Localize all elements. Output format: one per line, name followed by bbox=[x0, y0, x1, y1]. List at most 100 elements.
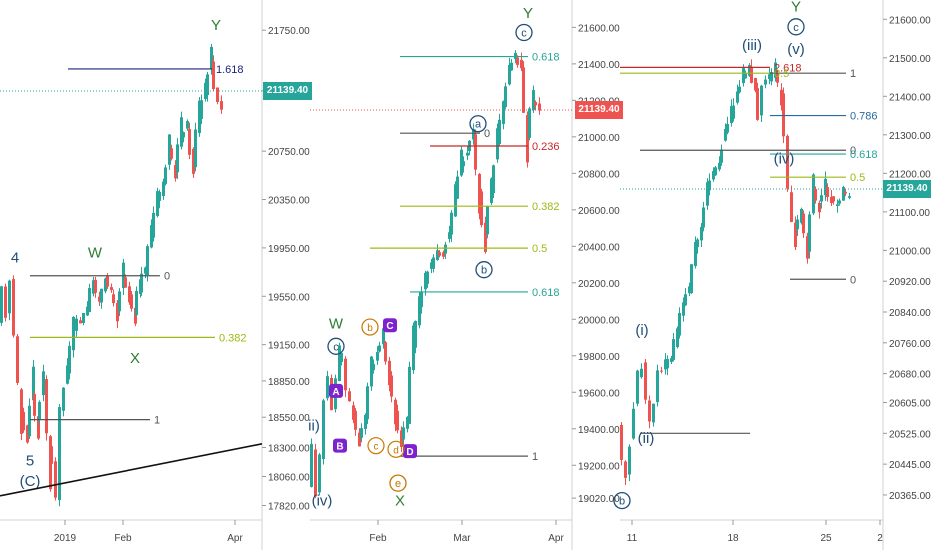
candle-body bbox=[522, 67, 525, 113]
abc-label-box bbox=[329, 383, 343, 398]
candle-body bbox=[786, 135, 789, 189]
candle-body bbox=[66, 365, 69, 384]
candle-body bbox=[412, 325, 415, 371]
candle-body bbox=[344, 358, 347, 391]
price-tag: 21139.40 bbox=[883, 180, 931, 198]
fib-level-label: 0.618 bbox=[532, 287, 560, 299]
candle-body bbox=[706, 182, 709, 206]
candle-body bbox=[116, 303, 119, 322]
wave-label: Y bbox=[791, 0, 801, 16]
candle-body bbox=[100, 288, 103, 303]
wave-label-circle bbox=[389, 474, 407, 492]
candle-body bbox=[134, 307, 137, 324]
wave-label: ii) bbox=[308, 418, 320, 435]
candle-body bbox=[72, 316, 75, 351]
candle-body bbox=[94, 279, 97, 293]
candle-body bbox=[12, 279, 15, 336]
candle-body bbox=[712, 171, 715, 180]
candle-body bbox=[806, 236, 809, 259]
candle-body bbox=[338, 345, 341, 381]
candle-body bbox=[818, 202, 821, 213]
fib-level-label: 0 bbox=[164, 271, 170, 283]
abc-label: d bbox=[393, 445, 399, 456]
candle-body bbox=[79, 320, 82, 324]
candle-body bbox=[732, 105, 735, 119]
candle-body bbox=[360, 428, 363, 438]
abc-label-box bbox=[333, 438, 347, 453]
candle-body bbox=[118, 291, 121, 312]
candle-body bbox=[624, 461, 627, 478]
abc-label: c bbox=[374, 442, 379, 453]
candle-body bbox=[402, 427, 405, 440]
candle-body bbox=[516, 57, 519, 65]
fib-level-label: 0.236 bbox=[532, 141, 560, 153]
candle-body bbox=[45, 379, 48, 434]
candle-body bbox=[158, 191, 161, 201]
candle-body bbox=[146, 246, 149, 276]
candle-body bbox=[444, 244, 447, 254]
candle-body bbox=[426, 271, 429, 284]
candle-body bbox=[628, 446, 631, 475]
wave-label: c bbox=[333, 341, 339, 353]
candle-body bbox=[682, 302, 685, 316]
abc-label: B bbox=[336, 442, 343, 453]
y-tick-label: 21750.00 bbox=[268, 26, 310, 37]
abc-label: C bbox=[386, 321, 393, 332]
candle-body bbox=[768, 74, 771, 79]
y-tick-label: 21100.00 bbox=[889, 208, 930, 219]
candle-body bbox=[460, 149, 463, 176]
candle-body bbox=[782, 93, 785, 137]
wave-label-circle bbox=[327, 337, 345, 355]
candle-body bbox=[462, 161, 465, 167]
candle-body bbox=[742, 68, 745, 84]
candle-body bbox=[676, 328, 679, 348]
candle-body bbox=[838, 200, 841, 204]
candle-body bbox=[26, 425, 29, 443]
wave-label: (v) bbox=[787, 41, 805, 58]
wave-label: W bbox=[88, 245, 103, 262]
candle-body bbox=[82, 312, 85, 323]
wave-label: Y bbox=[523, 5, 533, 22]
candle-body bbox=[210, 46, 213, 69]
candle-body bbox=[372, 363, 375, 371]
y-tick-label: 20000.00 bbox=[578, 315, 620, 326]
candle-body bbox=[636, 370, 639, 404]
y-tick-label: 20200.00 bbox=[578, 279, 620, 290]
candle-body bbox=[192, 148, 195, 174]
candle-body bbox=[204, 82, 207, 99]
candle-body bbox=[358, 432, 361, 447]
candle-body bbox=[534, 102, 537, 106]
candle-body bbox=[326, 376, 329, 399]
candle-body bbox=[32, 366, 35, 401]
candle-body bbox=[340, 352, 343, 362]
candle-body bbox=[844, 191, 847, 194]
y-tick-label: 19600.00 bbox=[578, 388, 620, 399]
candle-body bbox=[186, 121, 189, 129]
candle-body bbox=[58, 407, 61, 501]
candle-body bbox=[16, 336, 19, 383]
y-tick-label: 18550.00 bbox=[268, 413, 310, 424]
candle-body bbox=[848, 196, 851, 198]
candle-body bbox=[396, 410, 399, 431]
y-tick-label: 21500.00 bbox=[889, 54, 931, 65]
fib-level-label: 0 bbox=[484, 128, 490, 140]
candle-body bbox=[492, 165, 495, 194]
candle-body bbox=[164, 167, 167, 185]
y-tick-label: 20680.00 bbox=[889, 370, 931, 381]
candle-body bbox=[808, 214, 811, 252]
candle-body bbox=[8, 280, 11, 314]
candle-body bbox=[830, 197, 833, 203]
candle-body bbox=[812, 174, 815, 214]
candle-body bbox=[696, 239, 699, 248]
candle-body bbox=[832, 196, 835, 202]
candle-body bbox=[688, 286, 691, 294]
y-tick-label: 21000.00 bbox=[889, 246, 931, 257]
candle-body bbox=[776, 73, 779, 83]
y-tick-label: 21600.00 bbox=[578, 23, 620, 34]
candle-body bbox=[314, 449, 317, 497]
wave-label: X bbox=[395, 492, 405, 509]
candle-body bbox=[666, 358, 669, 369]
candle-body bbox=[168, 134, 171, 165]
